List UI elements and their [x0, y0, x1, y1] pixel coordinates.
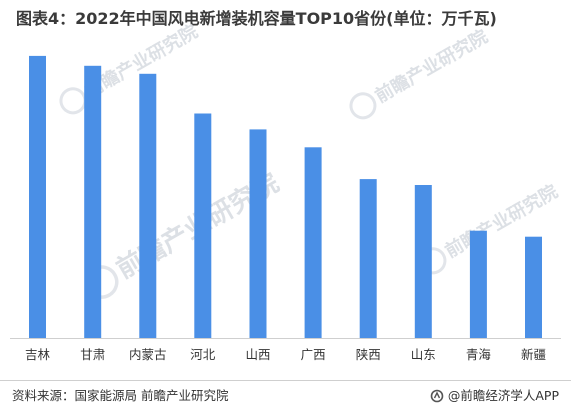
bar-7	[359, 179, 377, 338]
bar-1	[29, 55, 46, 339]
bar-8	[414, 185, 432, 338]
x-tick-label: 山东	[411, 347, 436, 362]
bar-series	[29, 55, 542, 339]
x-tick-label: 新疆	[521, 347, 546, 362]
x-tick-label: 陕西	[356, 347, 381, 362]
brand-logo-icon	[430, 389, 444, 403]
x-tick-label: 内蒙古	[129, 347, 167, 362]
bar-6	[304, 147, 322, 338]
x-tick-label: 广西	[301, 347, 326, 362]
chart-title: 图表4：2022年中国风电新增装机容量TOP10省份(单位：万千瓦)	[16, 9, 497, 28]
bar-4	[194, 113, 212, 338]
watermark-label: 前瞻产业研究院	[371, 25, 491, 107]
brand-credit: @前瞻经济学人APP	[430, 386, 559, 406]
x-tick-label: 吉林	[25, 347, 51, 362]
x-tick-label: 山西	[245, 347, 270, 362]
x-tick-label: 青海	[466, 347, 492, 362]
x-tick-labels: 吉林 甘肃 内蒙古 河北 山西 广西 陕西 山东 青海 新疆	[25, 347, 546, 362]
x-tick-label: 河北	[190, 347, 216, 362]
watermark-logo-icon	[59, 87, 87, 115]
bar-3	[139, 73, 157, 339]
bar-2	[84, 65, 102, 339]
brand-label: @前瞻经济学人APP	[447, 388, 559, 403]
bar-5	[249, 129, 267, 338]
bar-10	[525, 236, 542, 338]
source-note: 资料来源：国家能源局 前瞻产业研究院	[12, 388, 229, 403]
watermark-logo-icon	[349, 92, 377, 120]
watermark-label: 前瞻产业研究院	[441, 180, 561, 262]
bar-9	[469, 230, 487, 338]
chart-plot-area: 前瞻产业研究院 前瞻产业研究院 前瞻产业研究院 前瞻产业研究院 吉林甘肃内蒙古河…	[10, 20, 561, 362]
footer-divider	[0, 380, 571, 381]
x-tick-label: 甘肃	[80, 347, 105, 362]
